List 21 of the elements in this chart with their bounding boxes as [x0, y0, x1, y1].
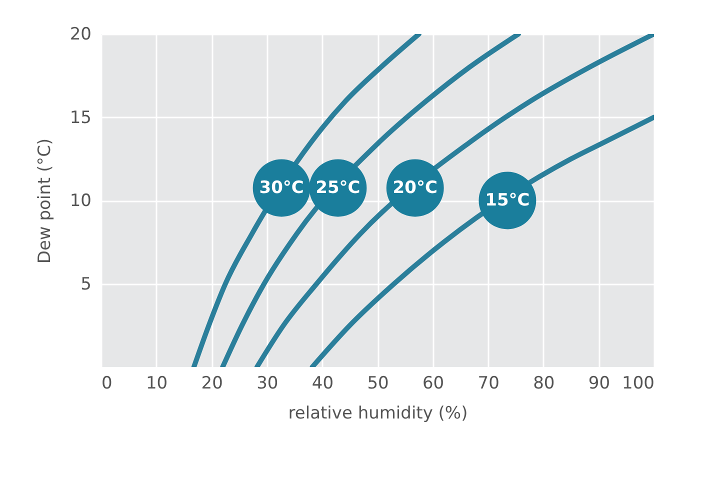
x-tick-label: 80 — [533, 374, 555, 394]
x-tick-label: 10 — [146, 374, 168, 394]
y-tick-label: 10 — [70, 191, 92, 211]
series-label: 15°C — [485, 190, 530, 210]
series-label: 20°C — [392, 178, 438, 198]
x-tick-label: 60 — [422, 374, 444, 394]
y-tick-label: 15 — [70, 108, 92, 128]
x-tick-label: 100 — [622, 374, 654, 394]
x-tick-label: 30 — [256, 374, 278, 394]
series-label: 25°C — [316, 178, 360, 198]
x-tick-label: 90 — [588, 374, 610, 394]
x-tick-label: 0 — [102, 374, 112, 394]
x-tick-label: 20 — [201, 374, 223, 394]
x-tick-label: 70 — [478, 374, 500, 394]
x-tick-label: 40 — [312, 374, 334, 394]
x-tick-label: 50 — [367, 374, 389, 394]
x-axis-title: relative humidity (%) — [288, 404, 468, 424]
y-axis-title: Dew point (°C) — [34, 138, 55, 264]
series-label: 30°C — [259, 178, 304, 198]
y-tick-label: 20 — [70, 24, 92, 44]
y-tick-label: 5 — [80, 274, 92, 294]
